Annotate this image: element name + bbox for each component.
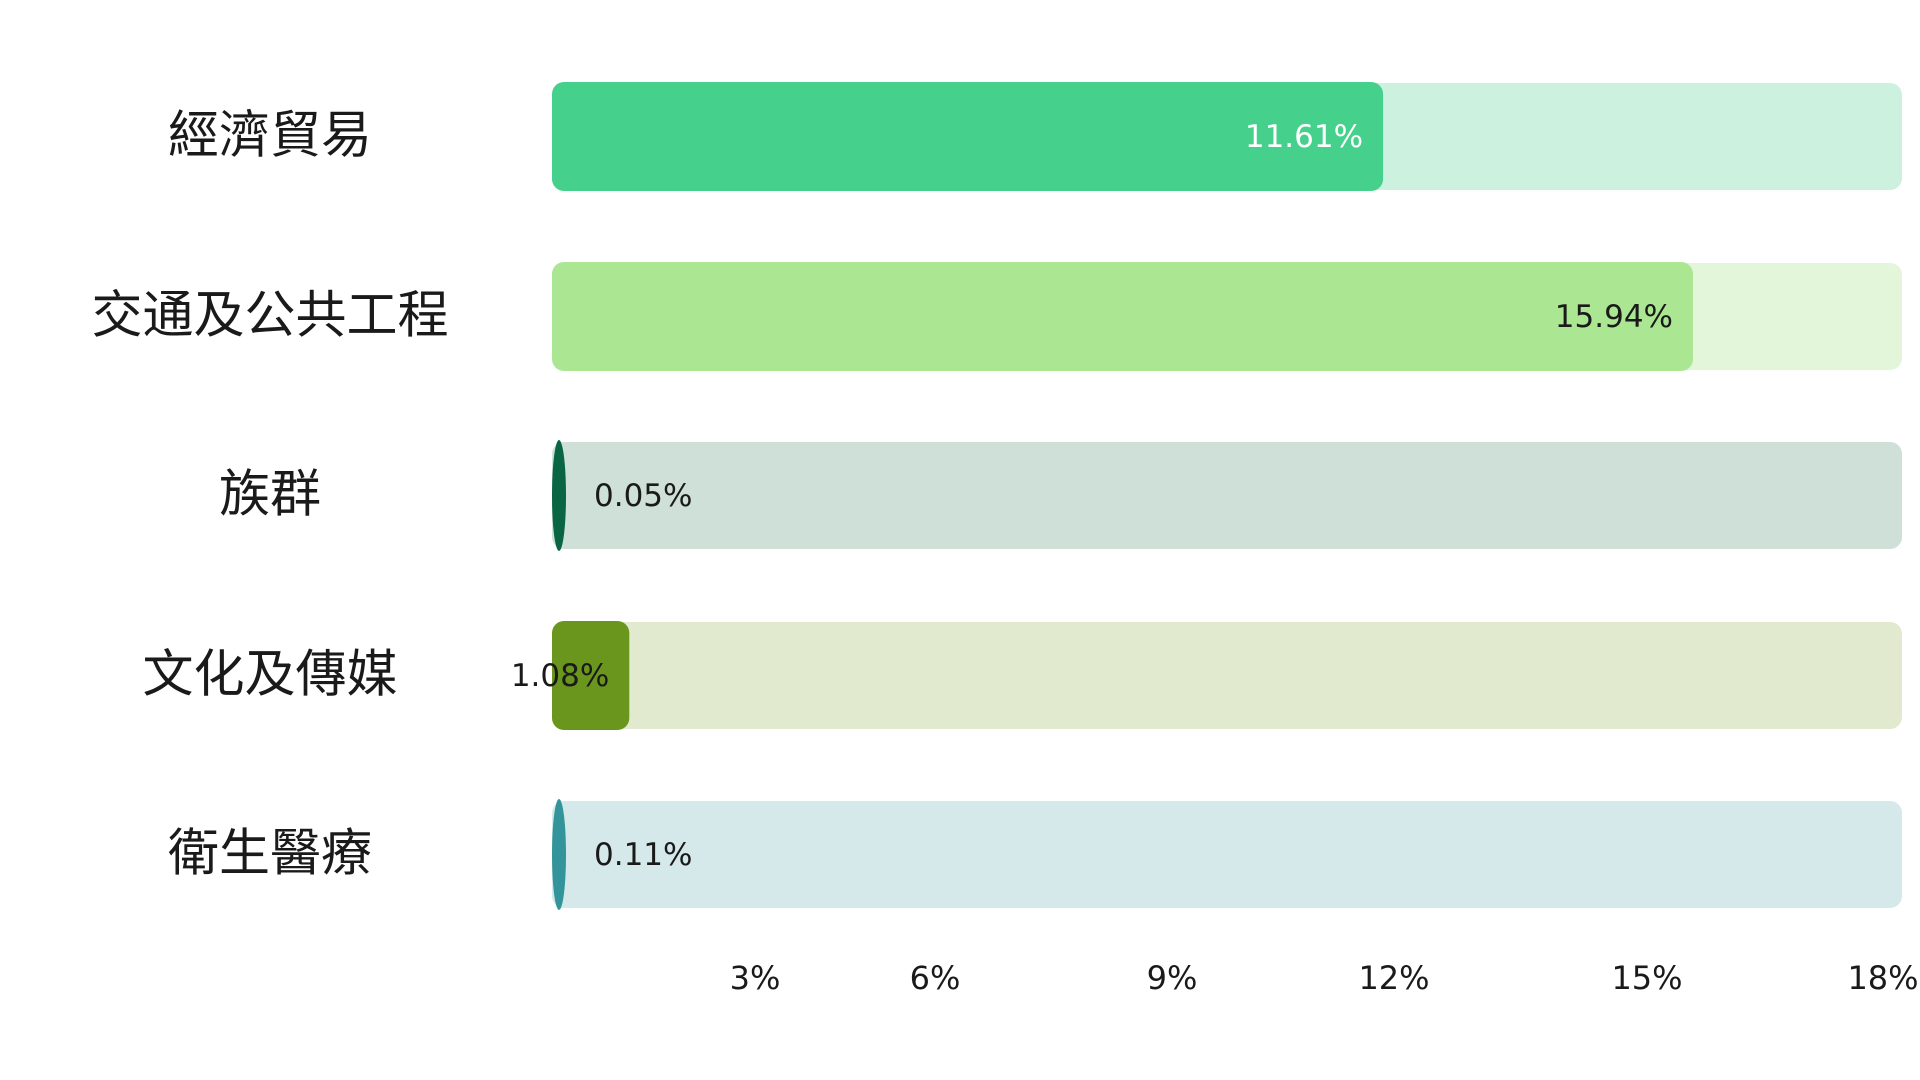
bar-track xyxy=(552,801,1902,908)
data-label: 11.61% xyxy=(1245,119,1363,155)
data-label: 15.94% xyxy=(1555,299,1673,335)
category-label: 經濟貿易 xyxy=(168,107,372,166)
x-tick-label: 15% xyxy=(1611,959,1682,997)
data-label: 0.05% xyxy=(594,478,692,514)
data-label: 0.11% xyxy=(594,837,692,873)
bar xyxy=(552,799,566,910)
category-label: 衛生醫療 xyxy=(168,825,372,884)
x-tick-label: 6% xyxy=(910,959,961,997)
x-tick-label: 9% xyxy=(1147,959,1198,997)
data-label: 1.08% xyxy=(511,658,609,694)
bar-track xyxy=(552,622,1902,729)
bar xyxy=(552,440,566,551)
x-tick-label: 3% xyxy=(730,959,781,997)
bar xyxy=(552,621,630,730)
x-tick-label: 18% xyxy=(1847,959,1918,997)
bar xyxy=(552,82,1384,191)
category-label: 文化及傳媒 xyxy=(142,646,397,705)
category-label: 交通及公共工程 xyxy=(91,287,448,346)
bar-track xyxy=(552,442,1902,549)
x-tick-label: 12% xyxy=(1358,959,1429,997)
bar xyxy=(552,262,1693,371)
category-label: 族群 xyxy=(219,466,321,525)
